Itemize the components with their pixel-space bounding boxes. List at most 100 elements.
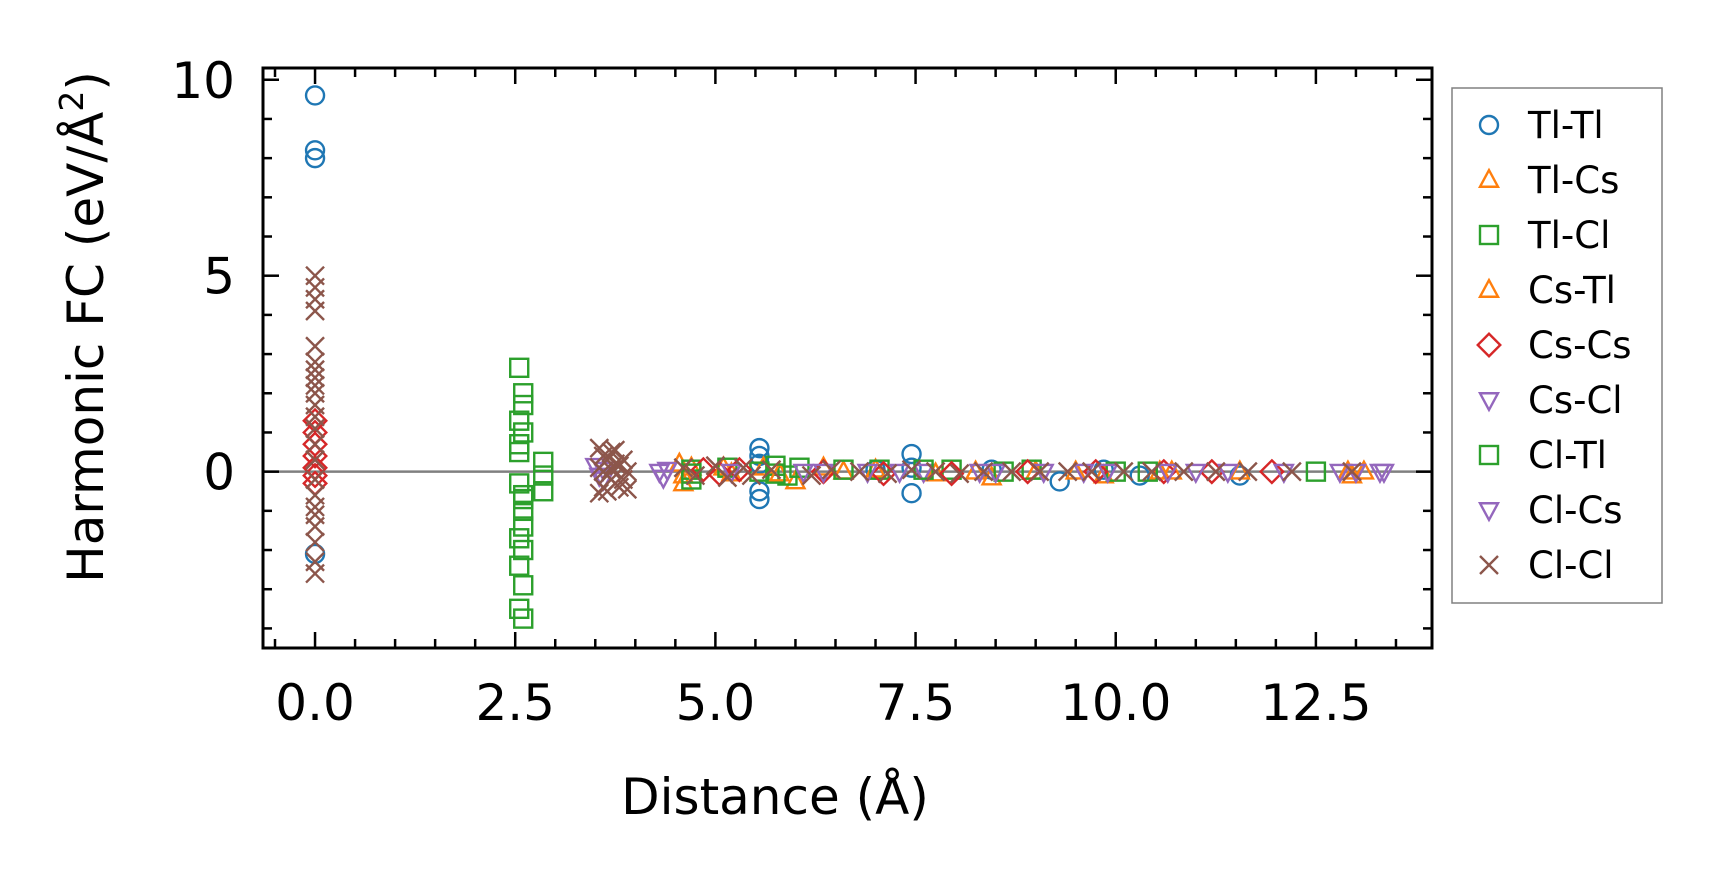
- data-point: [656, 461, 679, 483]
- data-point: [513, 516, 534, 537]
- legend-marker: [1477, 502, 1501, 523]
- data-point: [304, 85, 326, 106]
- data-point: [305, 418, 325, 439]
- x-axis-title: Distance (Å): [621, 768, 929, 826]
- data-point: [1216, 463, 1239, 485]
- data-point: [1305, 461, 1327, 482]
- data-point: [305, 450, 325, 470]
- data-point: [1092, 463, 1115, 484]
- data-point: [801, 465, 822, 486]
- data-point: [984, 463, 1007, 485]
- data-point: [690, 456, 717, 483]
- data-point: [305, 359, 325, 380]
- data-point: [949, 463, 970, 484]
- data-point: [605, 440, 626, 460]
- data-point: [938, 460, 965, 487]
- data-point: [613, 450, 634, 470]
- data-point: [1137, 461, 1158, 482]
- data-point: [1081, 461, 1102, 482]
- x-tick-label: 12.5: [1260, 674, 1371, 732]
- data-point: [1049, 471, 1070, 492]
- legend-label: Cl-Cs: [1528, 489, 1623, 532]
- data-point: [1173, 461, 1194, 482]
- legend-label: Cs-Cs: [1528, 324, 1632, 367]
- data-point: [888, 463, 911, 485]
- data-point: [513, 539, 534, 561]
- data-point: [533, 465, 554, 486]
- data-point: [1057, 461, 1078, 482]
- legend: Tl-Tl Tl-Cs Tl-Cl Cs-Tl Cs-Cs Cs-Cl Cl-Tl Cl-Cs…: [1451, 87, 1663, 604]
- data-point: [513, 575, 534, 596]
- data-point: [513, 484, 534, 506]
- data-point: [513, 383, 534, 404]
- data-point: [849, 461, 870, 482]
- data-point: [901, 457, 922, 478]
- data-point: [509, 357, 530, 378]
- y-axis-title-main: Harmonic FC (eV/Å: [57, 112, 115, 583]
- legend-label: Cl-Cl: [1528, 544, 1614, 587]
- legend-marker: [1477, 167, 1501, 188]
- legend-entry: Tl-Cs: [1477, 159, 1619, 202]
- data-point: [533, 481, 554, 502]
- data-point: [1368, 463, 1391, 485]
- data-point: [877, 463, 898, 484]
- data-point: [609, 455, 630, 476]
- data-point: [305, 469, 325, 490]
- data-point: [305, 532, 325, 553]
- data-point: [509, 473, 530, 494]
- data-point: [1184, 463, 1207, 485]
- data-point: [305, 434, 325, 455]
- data-point: [901, 443, 922, 465]
- legend-label: Tl-Cs: [1527, 159, 1619, 202]
- data-point: [589, 483, 610, 504]
- plot-frame: [261, 66, 1434, 650]
- legend-entry: Cl-Cl: [1479, 544, 1614, 587]
- legend-entry: Cs-Cl: [1477, 379, 1623, 422]
- legend-label: Tl-Tl: [1527, 104, 1604, 147]
- y-axis-title-superscript: 2: [52, 91, 91, 112]
- tick-labels: 0.0 2.5 5.0 7.5 10.0 12.5 0 5 10: [171, 52, 1371, 732]
- data-point: [901, 483, 922, 504]
- legend-entry: Cl-Tl: [1478, 434, 1607, 477]
- y-tick-label: 0: [203, 444, 235, 502]
- data-point: [305, 563, 325, 584]
- plot-area: [261, 66, 1434, 650]
- y-axis-title-close: ): [57, 71, 115, 91]
- data-point: [681, 463, 702, 484]
- data-point: [601, 442, 622, 462]
- legend-label: Cl-Tl: [1528, 434, 1607, 477]
- data-point: [749, 437, 770, 459]
- data-point: [1141, 461, 1162, 482]
- data-point: [305, 301, 325, 321]
- x-tick-label: 2.5: [475, 674, 555, 732]
- data-point: [305, 497, 325, 517]
- data-point: [1282, 461, 1302, 482]
- data-point: [509, 410, 530, 431]
- x-tick-label: 0.0: [275, 674, 355, 732]
- data-point: [717, 467, 738, 488]
- y-axis-title: Harmonic FC (eV/Å2): [52, 71, 115, 583]
- data-point: [1029, 461, 1050, 482]
- data-point: [513, 422, 534, 443]
- data-point: [1205, 461, 1226, 482]
- legend-entry: Tl-Cl: [1478, 214, 1610, 257]
- data-point: [821, 459, 842, 480]
- data-point: [613, 469, 634, 490]
- data-point: [912, 463, 935, 485]
- data-point: [305, 352, 325, 372]
- legend-entry: Cs-Tl: [1477, 269, 1616, 312]
- data-point: [513, 500, 534, 522]
- data-point: [305, 336, 325, 357]
- data-point: [1113, 461, 1134, 482]
- data-point: [1352, 459, 1375, 480]
- data-point: [833, 459, 854, 480]
- x-tick-label: 10.0: [1060, 674, 1171, 732]
- data-point: [924, 461, 947, 482]
- legend-marker: [1478, 444, 1500, 466]
- data-point: [1258, 458, 1285, 485]
- legend-label: Cs-Tl: [1528, 269, 1616, 312]
- data-point: [720, 463, 743, 485]
- data-point: [1160, 459, 1183, 480]
